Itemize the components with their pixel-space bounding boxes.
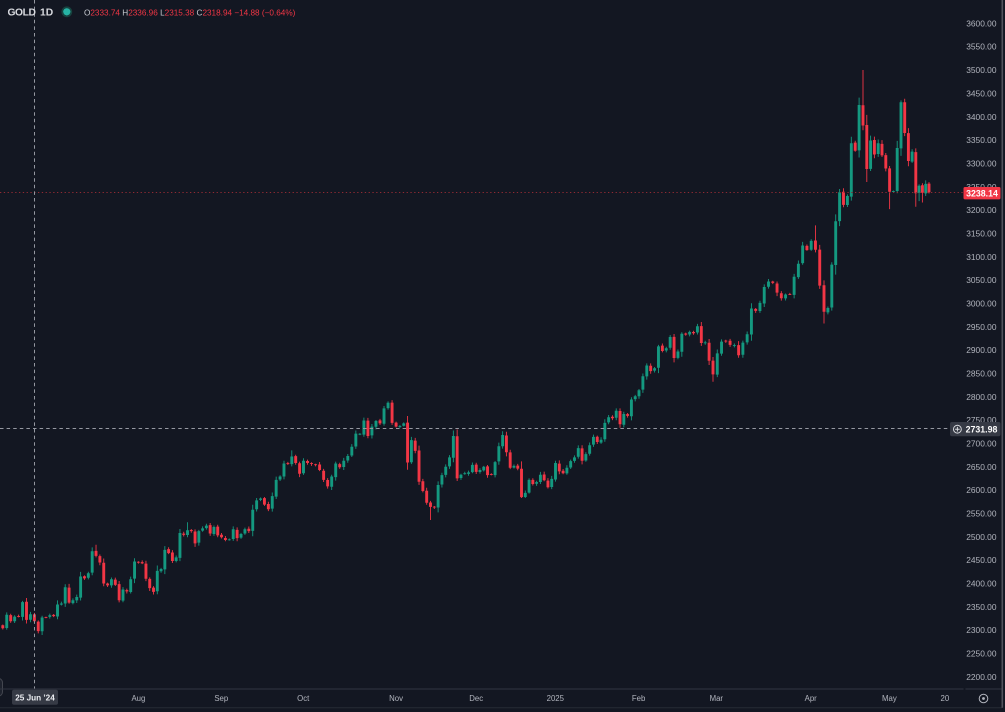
svg-text:3238.14: 3238.14	[966, 188, 998, 198]
svg-text:2800.00: 2800.00	[966, 392, 997, 402]
svg-text:3250.00: 3250.00	[966, 182, 997, 192]
svg-text:Apr: Apr	[805, 694, 818, 703]
svg-text:2550.00: 2550.00	[966, 509, 997, 519]
svg-text:O2333.74 H2336.96 L2315.38 C23: O2333.74 H2336.96 L2315.38 C2318.94 −14.…	[84, 8, 296, 17]
svg-text:1D: 1D	[40, 8, 53, 19]
svg-text:2025: 2025	[547, 694, 565, 703]
svg-text:Oct: Oct	[297, 694, 310, 703]
svg-text:3200.00: 3200.00	[966, 205, 997, 215]
svg-text:3600.00: 3600.00	[966, 18, 997, 28]
svg-text:2950.00: 2950.00	[966, 322, 997, 332]
svg-text:2350.00: 2350.00	[966, 602, 997, 612]
svg-text:2250.00: 2250.00	[966, 649, 997, 659]
svg-text:2400.00: 2400.00	[966, 579, 997, 589]
svg-text:Mar: Mar	[710, 694, 724, 703]
svg-text:2700.00: 2700.00	[966, 439, 997, 449]
svg-text:May: May	[882, 694, 897, 703]
svg-text:2750.00: 2750.00	[966, 415, 997, 425]
svg-text:Aug: Aug	[131, 694, 145, 703]
svg-text:2850.00: 2850.00	[966, 369, 997, 379]
svg-text:25 Jun ’24: 25 Jun ’24	[15, 694, 55, 703]
svg-text:Feb: Feb	[632, 694, 646, 703]
svg-text:3350.00: 3350.00	[966, 135, 997, 145]
svg-text:2450.00: 2450.00	[966, 555, 997, 565]
svg-text:2731.98: 2731.98	[966, 425, 998, 435]
svg-text:Dec: Dec	[469, 694, 483, 703]
svg-text:2200.00: 2200.00	[966, 672, 997, 682]
svg-text:3000.00: 3000.00	[966, 299, 997, 309]
svg-text:2650.00: 2650.00	[966, 462, 997, 472]
svg-text:2600.00: 2600.00	[966, 485, 997, 495]
svg-text:3100.00: 3100.00	[966, 252, 997, 262]
svg-text:3050.00: 3050.00	[966, 275, 997, 285]
svg-text:3300.00: 3300.00	[966, 158, 997, 168]
svg-text:2500.00: 2500.00	[966, 532, 997, 542]
svg-text:3550.00: 3550.00	[966, 42, 997, 52]
svg-text:3500.00: 3500.00	[966, 65, 997, 75]
svg-text:3400.00: 3400.00	[966, 112, 997, 122]
svg-text:Sep: Sep	[214, 694, 229, 703]
svg-text:2900.00: 2900.00	[966, 345, 997, 355]
svg-text:Nov: Nov	[389, 694, 403, 703]
svg-text:GOLD: GOLD	[8, 8, 36, 19]
svg-text:3150.00: 3150.00	[966, 229, 997, 239]
svg-text:3450.00: 3450.00	[966, 88, 997, 98]
svg-text:20: 20	[941, 694, 950, 703]
svg-text:2300.00: 2300.00	[966, 625, 997, 635]
